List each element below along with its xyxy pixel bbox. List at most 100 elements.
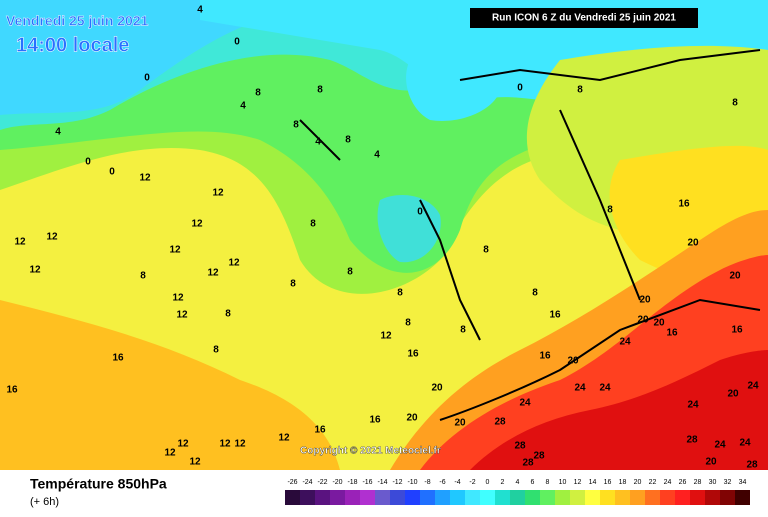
zone-sw: [0, 300, 340, 470]
contour-label: 16: [112, 353, 124, 364]
scale-label: 18: [619, 479, 627, 486]
contour-label: 12: [219, 439, 231, 450]
sea-white: [406, 59, 500, 121]
scale-label: -12: [392, 479, 402, 486]
scale-label: -8: [424, 479, 430, 486]
scale-label: 26: [679, 479, 687, 486]
scale-cell: [600, 490, 615, 505]
contour-label: 0: [109, 167, 115, 178]
contour-label: 8: [577, 85, 583, 96]
scale-label: 28: [694, 479, 702, 486]
scale-cell: [390, 490, 405, 505]
scale-cell: [285, 490, 300, 505]
scale-cell: [675, 490, 690, 505]
scale-cell: [540, 490, 555, 505]
contour-label: 4: [374, 150, 380, 161]
scale-label: 10: [559, 479, 567, 486]
contour-label: 16: [314, 425, 326, 436]
contour-label: 8: [483, 245, 489, 256]
scale-label: 8: [546, 479, 550, 486]
scale-cell: [435, 490, 450, 505]
contour-label: 4: [315, 137, 321, 148]
contour-label: 24: [599, 383, 611, 394]
scale-label: 16: [604, 479, 612, 486]
scale-cell: [300, 490, 315, 505]
scale-cell: [660, 490, 675, 505]
contour-label: 24: [714, 440, 726, 451]
scale-label: 12: [574, 479, 582, 486]
contour-label: 20: [705, 457, 717, 468]
scale-cell: [420, 490, 435, 505]
contour-label: 4: [240, 101, 246, 112]
contour-label: 0: [234, 37, 240, 48]
contour-label: 24: [739, 438, 751, 449]
contour-label: 16: [678, 199, 690, 210]
scale-label: -2: [469, 479, 475, 486]
contour-label: 4: [197, 5, 203, 16]
scale-label: 22: [649, 479, 657, 486]
scale-cell: [345, 490, 360, 505]
scale-label: 30: [709, 479, 717, 486]
scale-label: -22: [317, 479, 327, 486]
contour-label: 20: [727, 389, 739, 400]
scale-label: 34: [739, 479, 747, 486]
scale-cell: [615, 490, 630, 505]
contour-label: 12: [228, 258, 240, 269]
contour-label: 8: [460, 325, 466, 336]
scale-cell: [735, 490, 750, 505]
scale-cell: [555, 490, 570, 505]
contour-label: 24: [747, 381, 759, 392]
scale-cell: [450, 490, 465, 505]
contour-label: 0: [517, 83, 523, 94]
contour-label: 16: [539, 351, 551, 362]
scale-label: 14: [589, 479, 597, 486]
contour-label: 12: [29, 265, 41, 276]
contour-label: 8: [732, 98, 738, 109]
contour-label: 28: [686, 435, 698, 446]
scale-cell: [525, 490, 540, 505]
contour-label: 8: [405, 318, 411, 329]
contour-label: 12: [278, 433, 290, 444]
contour-label: 28: [522, 458, 534, 469]
scale-cell: [360, 490, 375, 505]
contour-label: 20: [567, 356, 579, 367]
contour-label: 20: [637, 315, 649, 326]
scale-cell: [405, 490, 420, 505]
contour-label: 12: [177, 439, 189, 450]
contour-label: 28: [746, 460, 758, 471]
footer-step: (+ 6h): [30, 496, 59, 508]
scale-cell: [510, 490, 525, 505]
contour-label: 24: [687, 400, 699, 411]
contour-label: 28: [514, 441, 526, 452]
footer-title: Température 850hPa: [30, 476, 167, 492]
contour-label: 16: [6, 385, 18, 396]
contour-label: 8: [317, 85, 323, 96]
scale-cell: [645, 490, 660, 505]
scale-label: -10: [407, 479, 417, 486]
scale-label: 6: [531, 479, 535, 486]
scale-cell: [495, 490, 510, 505]
contour-label: 12: [172, 293, 184, 304]
scale-cell: [375, 490, 390, 505]
scale-cell: [705, 490, 720, 505]
scale-label: 20: [634, 479, 642, 486]
scale-label: -16: [362, 479, 372, 486]
contour-label: 0: [144, 73, 150, 84]
contour-label: 12: [212, 188, 224, 199]
contour-label: 8: [255, 88, 261, 99]
contour-label: 8: [345, 135, 351, 146]
scale-cell: [585, 490, 600, 505]
contour-label: 4: [55, 127, 61, 138]
contour-label: 20: [653, 318, 665, 329]
contour-label: 20: [687, 238, 699, 249]
scale-label: 4: [516, 479, 520, 486]
contour-label: 8: [293, 120, 299, 131]
contour-label: 8: [310, 219, 316, 230]
contour-label: 12: [164, 448, 176, 459]
scale-cell: [330, 490, 345, 505]
scale-label: -20: [332, 479, 342, 486]
scale-cell: [465, 490, 480, 505]
contour-label: 28: [494, 417, 506, 428]
